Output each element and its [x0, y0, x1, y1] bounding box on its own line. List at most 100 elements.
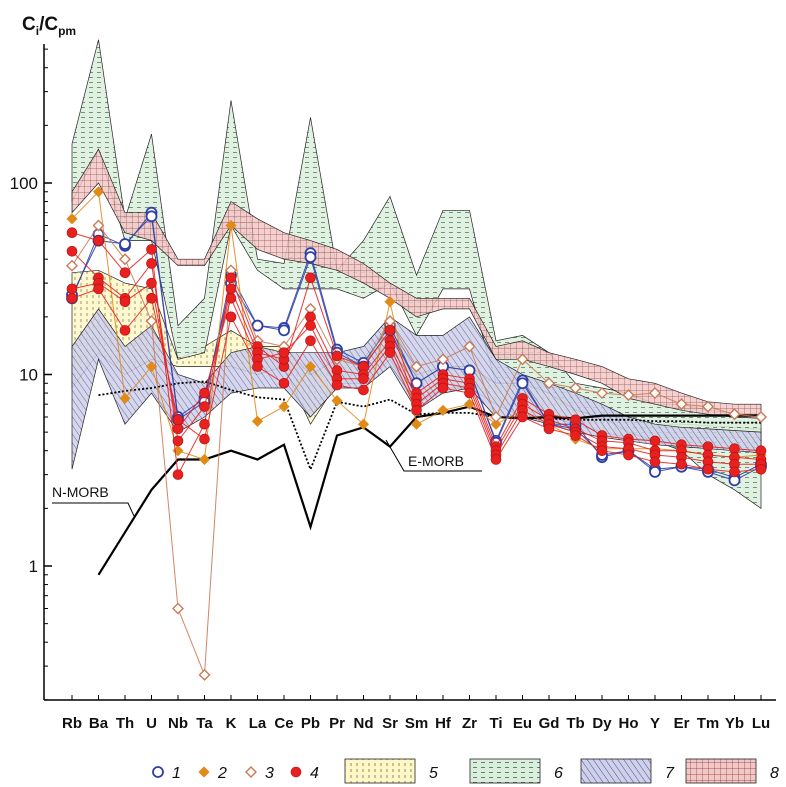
series-3-point — [437, 353, 449, 366]
series-4-point — [66, 292, 78, 304]
x-tick-label: Nb — [168, 715, 188, 732]
series-4-point — [649, 456, 661, 468]
series-4-point — [199, 401, 210, 412]
series-4-point — [225, 283, 237, 295]
series-4-point — [543, 423, 555, 435]
x-tick-label: Dy — [592, 715, 612, 732]
legend-marker-2 — [198, 766, 210, 778]
y-tick-label: 10 — [19, 366, 38, 385]
x-tick-label: Tm — [697, 715, 720, 732]
series-4-point — [66, 245, 78, 257]
series-2-point — [119, 392, 131, 404]
series-2-point — [198, 453, 211, 466]
legend-label-5: 5 — [429, 765, 438, 782]
x-tick-label: Hf — [435, 715, 452, 732]
series-4-point — [225, 272, 237, 284]
series-3-point — [569, 382, 582, 395]
series-2-point — [278, 401, 290, 413]
legend-label-4: 4 — [310, 765, 319, 782]
series-4-point — [517, 411, 528, 423]
series-4-point — [225, 311, 237, 323]
x-tick-label: Pb — [301, 715, 320, 732]
series-3-point — [92, 219, 105, 232]
x-tick-label: Gd — [539, 715, 560, 732]
series-4-point — [411, 405, 422, 416]
series-2-point — [490, 418, 502, 430]
series-4-point — [623, 449, 634, 461]
series-4-point — [570, 430, 581, 441]
series-4-point — [676, 458, 687, 470]
series-3-point — [728, 408, 741, 421]
series-4-point — [172, 414, 184, 426]
series-4-point — [278, 377, 290, 389]
series-2-point — [410, 418, 423, 430]
series-4-point — [464, 387, 475, 399]
series-1-point — [251, 319, 264, 332]
legend-label-3: 3 — [265, 765, 274, 782]
x-tick-label: Ba — [89, 715, 109, 732]
series-4-point — [93, 283, 104, 295]
series-2-point — [225, 219, 237, 232]
series-4-point — [384, 347, 396, 358]
annotation-n-morb-leader — [52, 502, 135, 517]
series-4-point — [252, 361, 263, 372]
series-4-point — [66, 227, 78, 239]
x-tick-label: Sm — [405, 715, 428, 732]
series-4-point — [490, 454, 502, 465]
series-3-point — [172, 602, 184, 615]
series-4-point — [649, 435, 661, 447]
series-2-point — [384, 296, 396, 308]
series-2-point — [251, 415, 264, 427]
series-4-point — [331, 379, 343, 391]
x-tick-label: Yb — [725, 715, 744, 732]
x-tick-label: Tb — [566, 715, 584, 732]
legend-marker-3 — [245, 766, 257, 778]
field-6 — [71, 39, 762, 510]
series-2-point — [66, 213, 78, 225]
series-1-point — [516, 377, 529, 390]
series-4-point — [199, 387, 210, 399]
legend-label-1: 1 — [172, 765, 181, 782]
series-4-point — [119, 325, 131, 336]
x-tick-label: La — [249, 715, 267, 732]
sample-series — [66, 186, 767, 681]
y-tick-label: 100 — [10, 174, 38, 193]
series-4-point — [172, 423, 184, 435]
annotation-n-morb-label: N-MORB — [52, 484, 109, 500]
legend-swatch-8 — [685, 758, 757, 784]
series-4-point — [199, 433, 210, 445]
series-4-point — [437, 382, 449, 394]
series-2-point — [304, 361, 317, 373]
series-4-point — [119, 296, 131, 307]
x-tick-label: Ce — [274, 715, 293, 732]
series-1-point — [649, 466, 661, 478]
x-tick-label: Pr — [329, 715, 345, 732]
series-4-point — [93, 235, 104, 246]
series-3-point — [649, 387, 661, 400]
legend-swatch-7 — [580, 758, 652, 784]
series-4-point — [146, 292, 157, 304]
series-4-point — [146, 258, 157, 269]
series-4-point — [358, 373, 369, 385]
x-tick-label: Y — [650, 715, 660, 732]
legend-label-2: 2 — [217, 765, 227, 782]
series-3-point — [755, 410, 767, 423]
series-4-point — [729, 466, 740, 478]
axes: 1 10 100 Rb Ba Th U Nb Ta K La Ce Pb Pr Nd Sr Sm Hf Zr Ti Eu… — [10, 44, 776, 732]
series-2-point — [145, 361, 158, 373]
annotations: N-MORB E-MORB — [52, 439, 482, 517]
series-4-point — [570, 414, 581, 426]
series-1-point — [278, 324, 290, 337]
series-4-point — [702, 463, 714, 475]
series-2-point — [331, 395, 343, 407]
series-3-point — [702, 400, 714, 413]
series-3-point — [463, 340, 476, 353]
series-3-point — [675, 398, 688, 411]
x-tick-label: Ta — [196, 715, 213, 732]
x-tick-label: Zr — [462, 715, 477, 732]
x-tick-label: K — [226, 715, 237, 732]
x-tick-label: Ti — [489, 715, 502, 732]
series-4-point — [384, 325, 396, 336]
x-tick-label: U — [146, 715, 157, 732]
